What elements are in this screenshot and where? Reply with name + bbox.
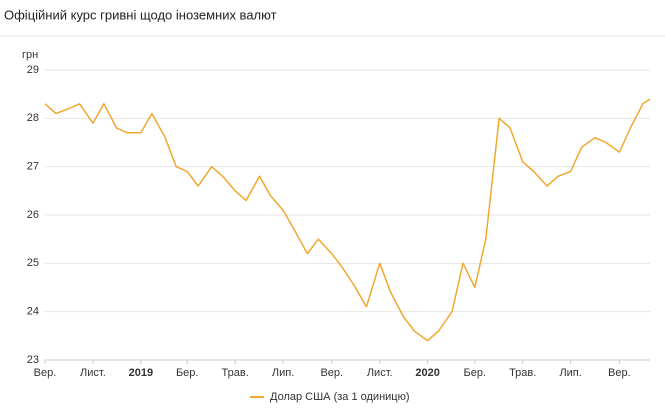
x-tick-label: Лип. [272, 367, 294, 379]
x-tick-label: Вер. [608, 367, 631, 379]
y-tick-label: 29 [27, 64, 39, 76]
x-tick-label: Вер. [34, 367, 57, 379]
y-tick-label: 25 [27, 257, 39, 269]
y-tick-label: 24 [27, 306, 39, 318]
x-tick-label: Трав. [222, 367, 249, 379]
x-tick-label: Лип. [559, 367, 581, 379]
x-tick-label: 2019 [129, 367, 153, 379]
x-tick-label: Вер. [320, 367, 343, 379]
y-tick-label: 28 [27, 112, 39, 124]
x-tick-label: Бер. [176, 367, 199, 379]
legend-label: Долар США (за 1 одиницю) [270, 391, 410, 403]
line [44, 98, 651, 342]
chart-title: Офіційний курс гривні щодо іноземних вал… [4, 7, 277, 22]
x-tick-label: Бер. [464, 367, 487, 379]
y-tick-label: 26 [27, 209, 39, 221]
y-axis-label: грн [22, 49, 38, 61]
x-tick-label: Трав. [509, 367, 536, 379]
y-tick-label: 27 [27, 161, 39, 173]
x-tick-label: 2020 [415, 367, 439, 379]
y-tick-label: 23 [27, 354, 39, 366]
x-tick-label: Лист. [367, 367, 393, 379]
x-tick-label: Лист. [80, 367, 106, 379]
